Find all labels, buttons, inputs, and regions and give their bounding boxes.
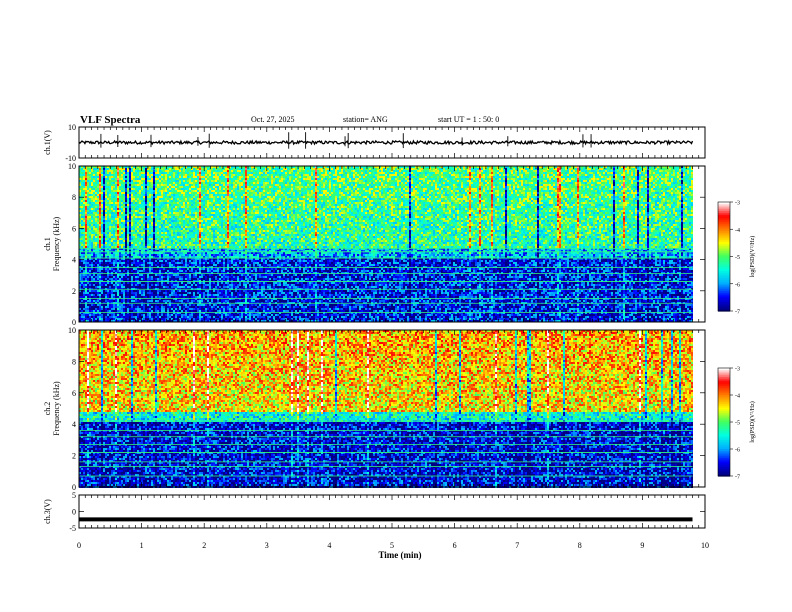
spectrogram-2-ytick: 10: [68, 162, 76, 171]
spectrogram-3-ytick: 8: [72, 357, 76, 366]
spectrogram-image-3: [79, 330, 693, 488]
waveform-4-ytick: -5: [69, 524, 76, 533]
figure-title: VLF Spectra: [80, 114, 141, 126]
colorbar-tick: -4: [735, 394, 740, 400]
colorbar-ch2: -3 -4 -5 -6 -7 log(PSD)(V²/Hz): [718, 367, 756, 481]
colorbar-tick: -6: [735, 282, 740, 288]
spectrogram-2-ytick: 8: [72, 193, 76, 202]
y-axis-label-2: ch.1: [43, 237, 52, 251]
y-axis-label-3: ch.2: [43, 402, 52, 416]
x-axis-label: Time (min): [378, 550, 421, 560]
spectrogram-2-ytick: 6: [72, 224, 76, 233]
colorbar-tick: -7: [735, 475, 740, 481]
spectrogram-3-ytick: 2: [72, 452, 76, 461]
x-tick-label: 7: [515, 541, 519, 550]
header-date: Oct. 27, 2025: [251, 115, 295, 124]
colorbar-tick: -7: [735, 310, 740, 316]
header-station: station= ANG: [343, 115, 388, 124]
colorbar-tick: -4: [735, 228, 740, 234]
colorbar-tick: -5: [735, 255, 740, 261]
spectrogram-3-ytick: 10: [68, 326, 76, 335]
waveform-1-ytick: 10: [68, 123, 76, 132]
x-tick-label: 1: [140, 541, 144, 550]
x-tick-label: 0: [77, 541, 81, 550]
y-axis-label-1: ch.1(V): [43, 130, 52, 155]
x-tick-label: 8: [578, 541, 582, 550]
x-tick-label: 9: [640, 541, 644, 550]
colorbar-tick: -5: [735, 421, 740, 427]
x-tick-label: 2: [202, 541, 206, 550]
colorbar-tick: -3: [735, 201, 740, 207]
x-tick-label: 6: [453, 541, 457, 550]
ch3-waveform-panel: 5 0 -5 ch.3(V): [43, 491, 705, 533]
spectrogram-3-ytick: 6: [72, 389, 76, 398]
y-axis-label-3: Frequency (kHz): [52, 381, 61, 436]
spectrogram-2-ytick: 4: [72, 256, 76, 265]
header-start-ut: start UT = 1 : 50: 0: [438, 115, 499, 124]
colorbar-tick: -3: [735, 367, 740, 373]
waveform-trace-1: [79, 141, 693, 144]
waveform-4-ytick: 5: [72, 491, 76, 500]
time-axis: 0 1 2 3 4 5 6 7 8 9 10: [77, 541, 709, 550]
spectrogram-3-ytick: 4: [72, 420, 76, 429]
waveform-4-ytick: 0: [72, 508, 76, 517]
colorbar-label: log(PSD)(V²/Hz): [749, 236, 756, 277]
x-tick-label: 4: [327, 541, 331, 550]
colorbar-tick: -6: [735, 448, 740, 454]
colorbar-ch1: -3 -4 -5 -6 -7 log(PSD)(V²/Hz): [718, 201, 756, 316]
x-tick-label: 10: [701, 541, 709, 550]
x-tick-label: 5: [390, 541, 394, 550]
colorbar-label: log(PSD)(V²/Hz): [749, 401, 756, 442]
y-axis-label-2: Frequency (kHz): [52, 216, 61, 271]
y-axis-label-4: ch.3(V): [43, 499, 52, 524]
spectrogram-2-ytick: 2: [72, 287, 76, 296]
x-tick-label: 3: [265, 541, 269, 550]
